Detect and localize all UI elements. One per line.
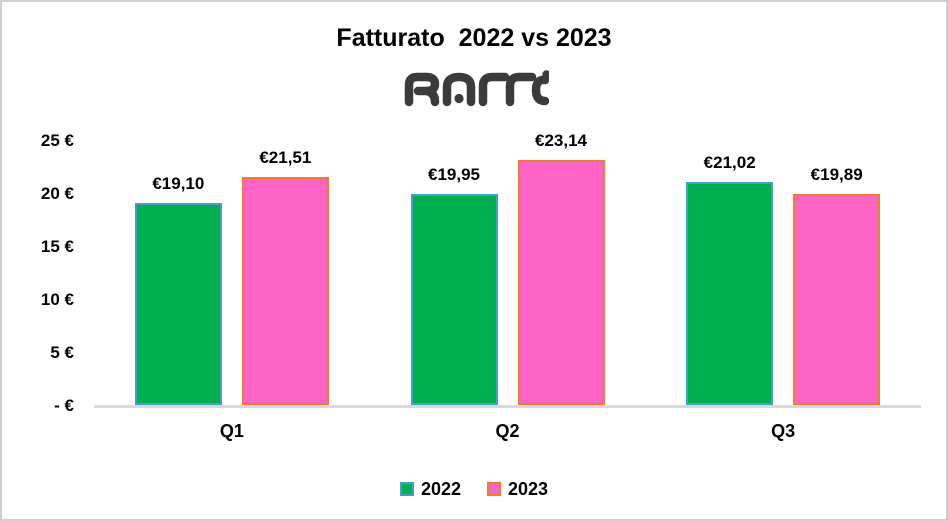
legend-item-2023: 2023 — [487, 478, 548, 500]
ratti-logo — [404, 70, 549, 107]
data-label: €19,10 — [152, 174, 205, 193]
data-label: €23,14 — [535, 131, 587, 150]
logo-container — [2, 70, 946, 108]
bar-unit-2022-q2: €19,95 — [410, 120, 498, 405]
x-axis: Q1 Q2 Q3 — [94, 421, 921, 442]
y-tick-label: 10 € — [40, 290, 74, 309]
bar-2022-q3 — [686, 182, 774, 405]
y-tick-label: 5 € — [50, 343, 74, 362]
legend-swatch-2023 — [487, 482, 501, 496]
bar-2022-q1 — [134, 203, 222, 405]
bar-group-q1: €19,10 €21,51 — [94, 120, 370, 405]
data-label: €21,51 — [259, 148, 312, 167]
bar-2023-q3 — [793, 194, 881, 405]
legend: 2022 2023 — [2, 478, 946, 500]
x-label-q2: Q2 — [495, 421, 520, 441]
bar-unit-2022-q3: €21,02 — [686, 120, 774, 405]
chart-title: Fatturato 2022 vs 2023 — [336, 24, 612, 52]
bar-group-q2: €19,95 €23,14 — [370, 120, 646, 405]
bar-unit-2022-q1: €19,10 — [134, 120, 222, 405]
bar-2023-q2 — [517, 160, 605, 405]
legend-swatch-2022 — [399, 482, 414, 496]
bar-unit-2023-q1: €21,51 — [241, 120, 329, 405]
data-label: €19,95 — [428, 165, 480, 184]
x-label-q3: Q3 — [771, 421, 796, 441]
bar-unit-2023-q3: €19,89 — [793, 120, 881, 405]
bar-2023-q1 — [241, 177, 329, 405]
bar-unit-2023-q2: €23,14 — [517, 120, 605, 405]
x-label-q1: Q1 — [219, 421, 244, 441]
y-axis: 25 € 20 € 15 € 10 € 5 € - € — [2, 2, 74, 432]
data-label: €19,89 — [810, 165, 863, 184]
plot-area: €19,10 €21,51 €19,95 €23,14 €21,02 €19,89 — [94, 120, 921, 405]
y-tick-label: 20 € — [40, 184, 74, 203]
y-tick-label: 25 € — [40, 131, 74, 150]
data-label: €21,02 — [703, 153, 756, 172]
bar-group-q3: €21,02 €19,89 — [645, 120, 921, 405]
legend-label-2023: 2023 — [508, 479, 549, 499]
legend-label-2022: 2022 — [420, 479, 461, 499]
y-tick-label: - € — [54, 396, 74, 415]
legend-item-2022: 2022 — [399, 478, 461, 500]
x-axis-line — [94, 405, 921, 408]
bar-2022-q2 — [410, 194, 498, 405]
y-tick-label: 15 € — [40, 237, 74, 256]
